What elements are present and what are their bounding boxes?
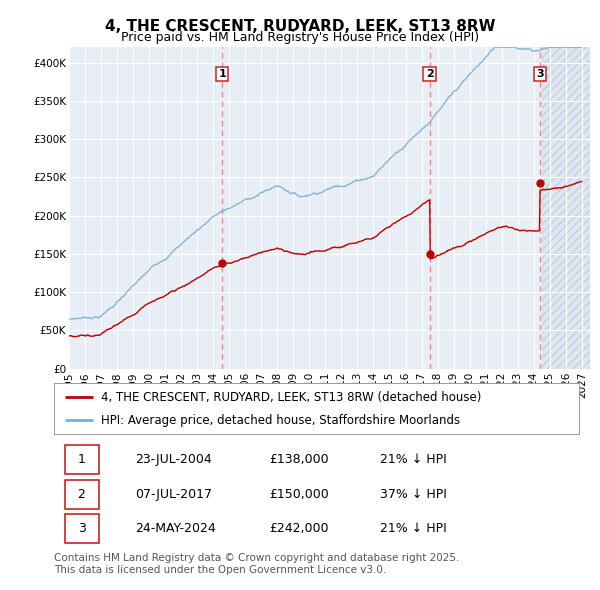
Text: £242,000: £242,000 xyxy=(269,522,329,535)
Text: 1: 1 xyxy=(218,69,226,79)
FancyBboxPatch shape xyxy=(65,445,98,474)
Text: Contains HM Land Registry data © Crown copyright and database right 2025.
This d: Contains HM Land Registry data © Crown c… xyxy=(54,553,460,575)
Text: 2: 2 xyxy=(77,487,86,501)
Bar xyxy=(542,47,590,369)
Text: 37% ↓ HPI: 37% ↓ HPI xyxy=(380,487,446,501)
FancyBboxPatch shape xyxy=(65,514,98,543)
Text: £150,000: £150,000 xyxy=(269,487,329,501)
Text: 07-JUL-2017: 07-JUL-2017 xyxy=(136,487,212,501)
Text: 4, THE CRESCENT, RUDYARD, LEEK, ST13 8RW (detached house): 4, THE CRESCENT, RUDYARD, LEEK, ST13 8RW… xyxy=(101,391,482,404)
Bar xyxy=(542,47,590,369)
Text: Price paid vs. HM Land Registry's House Price Index (HPI): Price paid vs. HM Land Registry's House … xyxy=(121,31,479,44)
Text: 3: 3 xyxy=(536,69,544,79)
Text: 21% ↓ HPI: 21% ↓ HPI xyxy=(380,522,446,535)
Text: 1: 1 xyxy=(77,453,86,466)
Text: 23-JUL-2004: 23-JUL-2004 xyxy=(136,453,212,466)
Text: 21% ↓ HPI: 21% ↓ HPI xyxy=(380,453,446,466)
FancyBboxPatch shape xyxy=(65,480,98,509)
Text: 2: 2 xyxy=(426,69,434,79)
Text: 3: 3 xyxy=(77,522,86,535)
Text: HPI: Average price, detached house, Staffordshire Moorlands: HPI: Average price, detached house, Staf… xyxy=(101,414,460,427)
Text: £138,000: £138,000 xyxy=(269,453,329,466)
Text: 4, THE CRESCENT, RUDYARD, LEEK, ST13 8RW: 4, THE CRESCENT, RUDYARD, LEEK, ST13 8RW xyxy=(105,19,495,34)
Text: 24-MAY-2024: 24-MAY-2024 xyxy=(136,522,216,535)
